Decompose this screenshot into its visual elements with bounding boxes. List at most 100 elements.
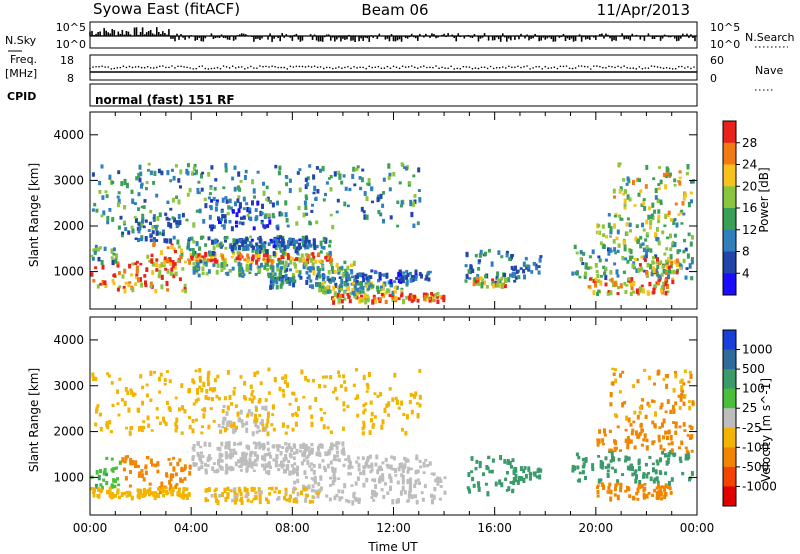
range-gate-cell — [152, 492, 156, 497]
nave-sample — [468, 66, 471, 68]
range-gate-cell — [225, 235, 229, 240]
range-gate-cell — [598, 258, 602, 263]
range-gate-cell — [380, 293, 384, 297]
range-gate-cell — [615, 414, 619, 419]
range-gate-cell — [362, 423, 366, 429]
range-gate-cell — [94, 266, 98, 270]
colorbar-swatch — [723, 251, 736, 274]
range-gate-cell — [318, 287, 322, 293]
range-gate-cell — [500, 255, 504, 259]
nave-sample — [508, 65, 510, 68]
nave-sample — [198, 65, 201, 68]
range-gate-cell — [609, 448, 613, 452]
range-gate-cell — [224, 455, 228, 460]
colorbar-tick-label: 4 — [742, 266, 750, 280]
range-gate-cell — [362, 410, 366, 415]
range-gate-cell — [442, 298, 446, 303]
range-gate-cell — [340, 265, 344, 270]
range-gate-cell — [97, 494, 101, 499]
range-gate-cell — [105, 480, 109, 486]
range-gate-cell — [391, 467, 395, 471]
range-gate-cell — [373, 478, 377, 483]
range-gate-cell — [622, 270, 626, 275]
range-gate-cell — [365, 390, 369, 393]
range-gate-cell — [664, 278, 668, 283]
range-gate-cell — [222, 266, 226, 270]
range-gate-cell — [192, 402, 196, 406]
range-gate-cell — [431, 293, 435, 298]
range-gate-cell — [286, 255, 290, 261]
nave-sample — [243, 68, 246, 70]
range-gate-cell — [138, 177, 142, 183]
range-gate-cell — [211, 466, 215, 470]
range-gate-cell — [278, 246, 282, 250]
range-gate-cell — [96, 404, 100, 408]
range-gate-cell — [678, 425, 682, 429]
range-gate-cell — [337, 266, 340, 272]
range-gate-cell — [627, 439, 631, 443]
range-gate-cell — [422, 461, 426, 467]
range-gate-cell — [584, 265, 588, 270]
nave-sample — [356, 67, 358, 69]
range-gate-cell — [637, 460, 641, 466]
range-gate-cell — [239, 441, 243, 446]
range-gate-cell — [632, 290, 636, 294]
range-gate-cell — [211, 251, 215, 256]
range-gate-cell — [224, 167, 228, 173]
range-gate-cell — [141, 217, 145, 222]
range-gate-cell — [337, 441, 341, 445]
range-gate-cell — [231, 466, 235, 471]
range-gate-cell — [247, 445, 251, 451]
range-gate-cell — [645, 445, 649, 451]
range-gate-cell — [470, 470, 474, 474]
range-gate-cell — [231, 266, 235, 271]
range-gate-cell — [173, 265, 177, 271]
range-gate-cell — [187, 492, 191, 495]
range-gate-cell — [417, 167, 421, 173]
range-gate-cell — [188, 415, 192, 420]
range-gate-cell — [664, 374, 668, 378]
range-gate-cell — [341, 441, 345, 447]
range-gate-cell — [659, 201, 663, 205]
range-gate-cell — [195, 241, 199, 247]
range-gate-cell — [282, 393, 286, 398]
range-gate-cell — [108, 486, 112, 491]
range-gate-cell — [210, 228, 214, 232]
colorbar-swatch — [723, 466, 736, 487]
range-gate-cell — [643, 258, 647, 263]
range-gate-cell — [680, 392, 684, 397]
range-gate-cell — [663, 453, 667, 458]
range-gate-cell — [94, 376, 98, 382]
range-gate-cell — [214, 238, 218, 244]
range-gate-cell — [240, 216, 243, 220]
range-gate-cell — [284, 442, 288, 446]
range-gate-cell — [641, 398, 645, 402]
range-gate-cell — [539, 255, 543, 259]
nave-sample — [568, 67, 571, 70]
range-gate-cell — [268, 452, 272, 457]
range-gate-cell — [262, 190, 266, 196]
range-gate-cell — [245, 452, 249, 456]
range-gate-cell — [274, 245, 278, 250]
range-gate-cell — [609, 496, 613, 502]
range-gate-cell — [183, 477, 187, 481]
range-gate-cell — [633, 410, 637, 415]
range-gate-cell — [250, 451, 254, 455]
range-gate-cell — [517, 275, 521, 280]
range-gate-cell — [161, 487, 165, 491]
range-gate-cell — [234, 494, 238, 498]
range-gate-cell — [397, 406, 401, 410]
range-gate-cell — [631, 263, 635, 269]
range-gate-cell — [228, 220, 232, 224]
range-gate-cell — [527, 264, 531, 270]
range-gate-cell — [297, 253, 301, 257]
nave-sample — [535, 65, 537, 68]
range-gate-cell — [629, 463, 633, 468]
colorbar-tick-label: 500 — [742, 362, 765, 376]
range-gate-cell — [244, 454, 248, 461]
range-gate-cell — [209, 407, 213, 411]
range-gate-cell — [663, 495, 667, 500]
range-gate-cell — [298, 187, 302, 193]
range-gate-cell — [109, 430, 113, 434]
range-gate-cell — [596, 484, 600, 487]
